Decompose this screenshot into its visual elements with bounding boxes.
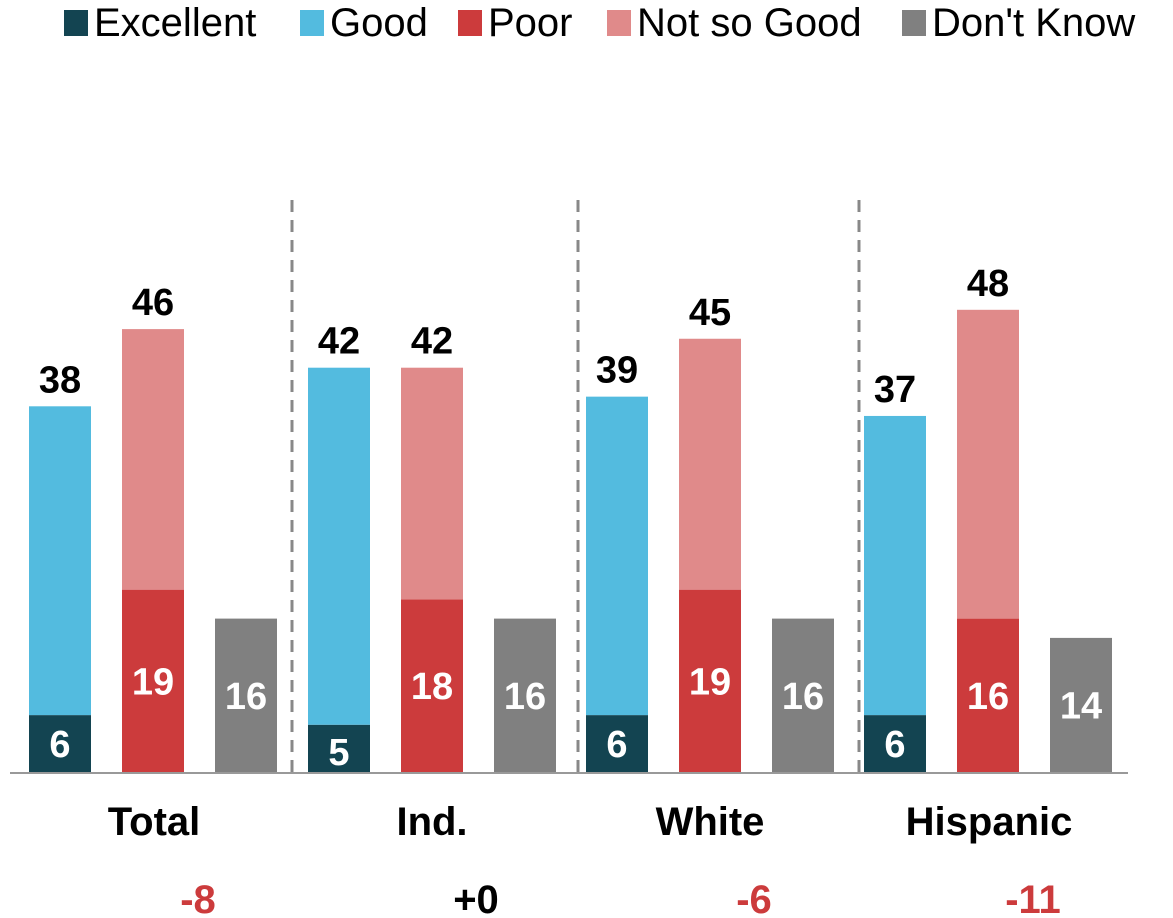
legend-label-don-t-know: Don't Know	[932, 1, 1135, 45]
total-label-ind-positive: 42	[318, 321, 360, 363]
data-label-hispanic-excellent: 6	[884, 724, 905, 766]
legend-swatch-good	[300, 10, 324, 36]
bar-hispanic-not-so-good	[957, 309, 1019, 619]
bar-group-total: 6 38 19 46 16	[29, 282, 277, 773]
bar-hispanic-excellent	[864, 715, 926, 773]
bar-ind-don-t-know	[494, 618, 556, 773]
category-label-total: Total	[108, 800, 201, 844]
bar-ind-poor	[401, 599, 463, 773]
bar-total-excellent	[29, 715, 91, 773]
bar-white-excellent	[586, 715, 648, 773]
legend-swatch-don-t-know	[902, 10, 926, 36]
legend-swatch-excellent	[64, 10, 88, 36]
difference-labels: -8 +0 -6 -11	[180, 878, 1061, 918]
total-label-ind-negative: 42	[411, 321, 453, 363]
bar-white-good	[586, 396, 648, 716]
difference-label-total: -8	[180, 878, 216, 918]
bar-white-don-t-know	[772, 618, 834, 773]
bar-total-poor	[122, 589, 184, 773]
bar-total-don-t-know	[215, 618, 277, 773]
data-label-white-don-t-know: 16	[782, 676, 824, 718]
legend-label-excellent: Excellent	[94, 1, 256, 45]
data-label-total-excellent: 6	[49, 724, 70, 766]
category-labels: Total Ind. White Hispanic	[108, 800, 1073, 844]
bar-hispanic-poor	[957, 618, 1019, 773]
bar-white-poor	[679, 589, 741, 773]
data-label-white-poor: 19	[689, 661, 731, 703]
data-label-white-excellent: 6	[606, 724, 627, 766]
bar-total-not-so-good	[122, 329, 184, 590]
bar-total-good	[29, 406, 91, 716]
bar-group-hispanic: 6 37 16 48 14	[864, 263, 1112, 773]
total-label-white-positive: 39	[596, 350, 638, 392]
bar-hispanic-don-t-know	[1050, 637, 1112, 773]
bar-group-white: 6 39 19 45 16	[586, 292, 834, 773]
group-separators	[290, 200, 861, 773]
total-label-hispanic-positive: 37	[874, 369, 916, 411]
bar-hispanic-good	[864, 415, 926, 716]
legend-swatch-not-so-good	[607, 10, 631, 36]
legend-swatch-poor	[458, 10, 482, 36]
bar-ind-not-so-good	[401, 367, 463, 600]
category-label-hispanic: Hispanic	[906, 800, 1073, 844]
difference-label-white: -6	[736, 878, 772, 918]
total-label-hispanic-negative: 48	[967, 263, 1009, 305]
category-label-white: White	[656, 800, 765, 844]
legend-item-good: Good	[300, 1, 428, 45]
legend-item-don-t-know: Don't Know	[902, 1, 1135, 45]
total-label-total-negative: 46	[132, 282, 174, 324]
legend: Excellent Good Poor Not so Good Don't Know	[64, 1, 1135, 45]
legend-label-not-so-good: Not so Good	[637, 1, 862, 45]
bars: 6 38 19 46 16 5 42 18 42 16 6 39 19 45 16 6 37 16 48 14	[29, 263, 1112, 774]
data-label-total-don-t-know: 16	[225, 676, 267, 718]
legend-item-poor: Poor	[458, 1, 573, 45]
data-label-hispanic-don-t-know: 14	[1060, 685, 1102, 727]
total-label-white-negative: 45	[689, 292, 731, 334]
legend-item-excellent: Excellent	[64, 1, 256, 45]
bar-ind-excellent	[308, 724, 370, 773]
data-label-ind-excellent: 5	[328, 732, 349, 774]
bar-white-not-so-good	[679, 338, 741, 590]
legend-label-poor: Poor	[488, 1, 573, 45]
data-label-total-poor: 19	[132, 661, 174, 703]
legend-label-good: Good	[330, 1, 428, 45]
data-label-ind-don-t-know: 16	[504, 676, 546, 718]
data-label-ind-poor: 18	[411, 666, 453, 708]
category-label-ind: Ind.	[396, 800, 467, 844]
difference-label-ind: +0	[453, 878, 499, 918]
data-label-hispanic-poor: 16	[967, 676, 1009, 718]
difference-label-hispanic: -11	[1005, 878, 1061, 918]
legend-item-not-so-good: Not so Good	[607, 1, 862, 45]
total-label-total-positive: 38	[39, 359, 81, 401]
bar-ind-good	[308, 367, 370, 725]
bar-group-ind: 5 42 18 42 16	[308, 321, 556, 774]
